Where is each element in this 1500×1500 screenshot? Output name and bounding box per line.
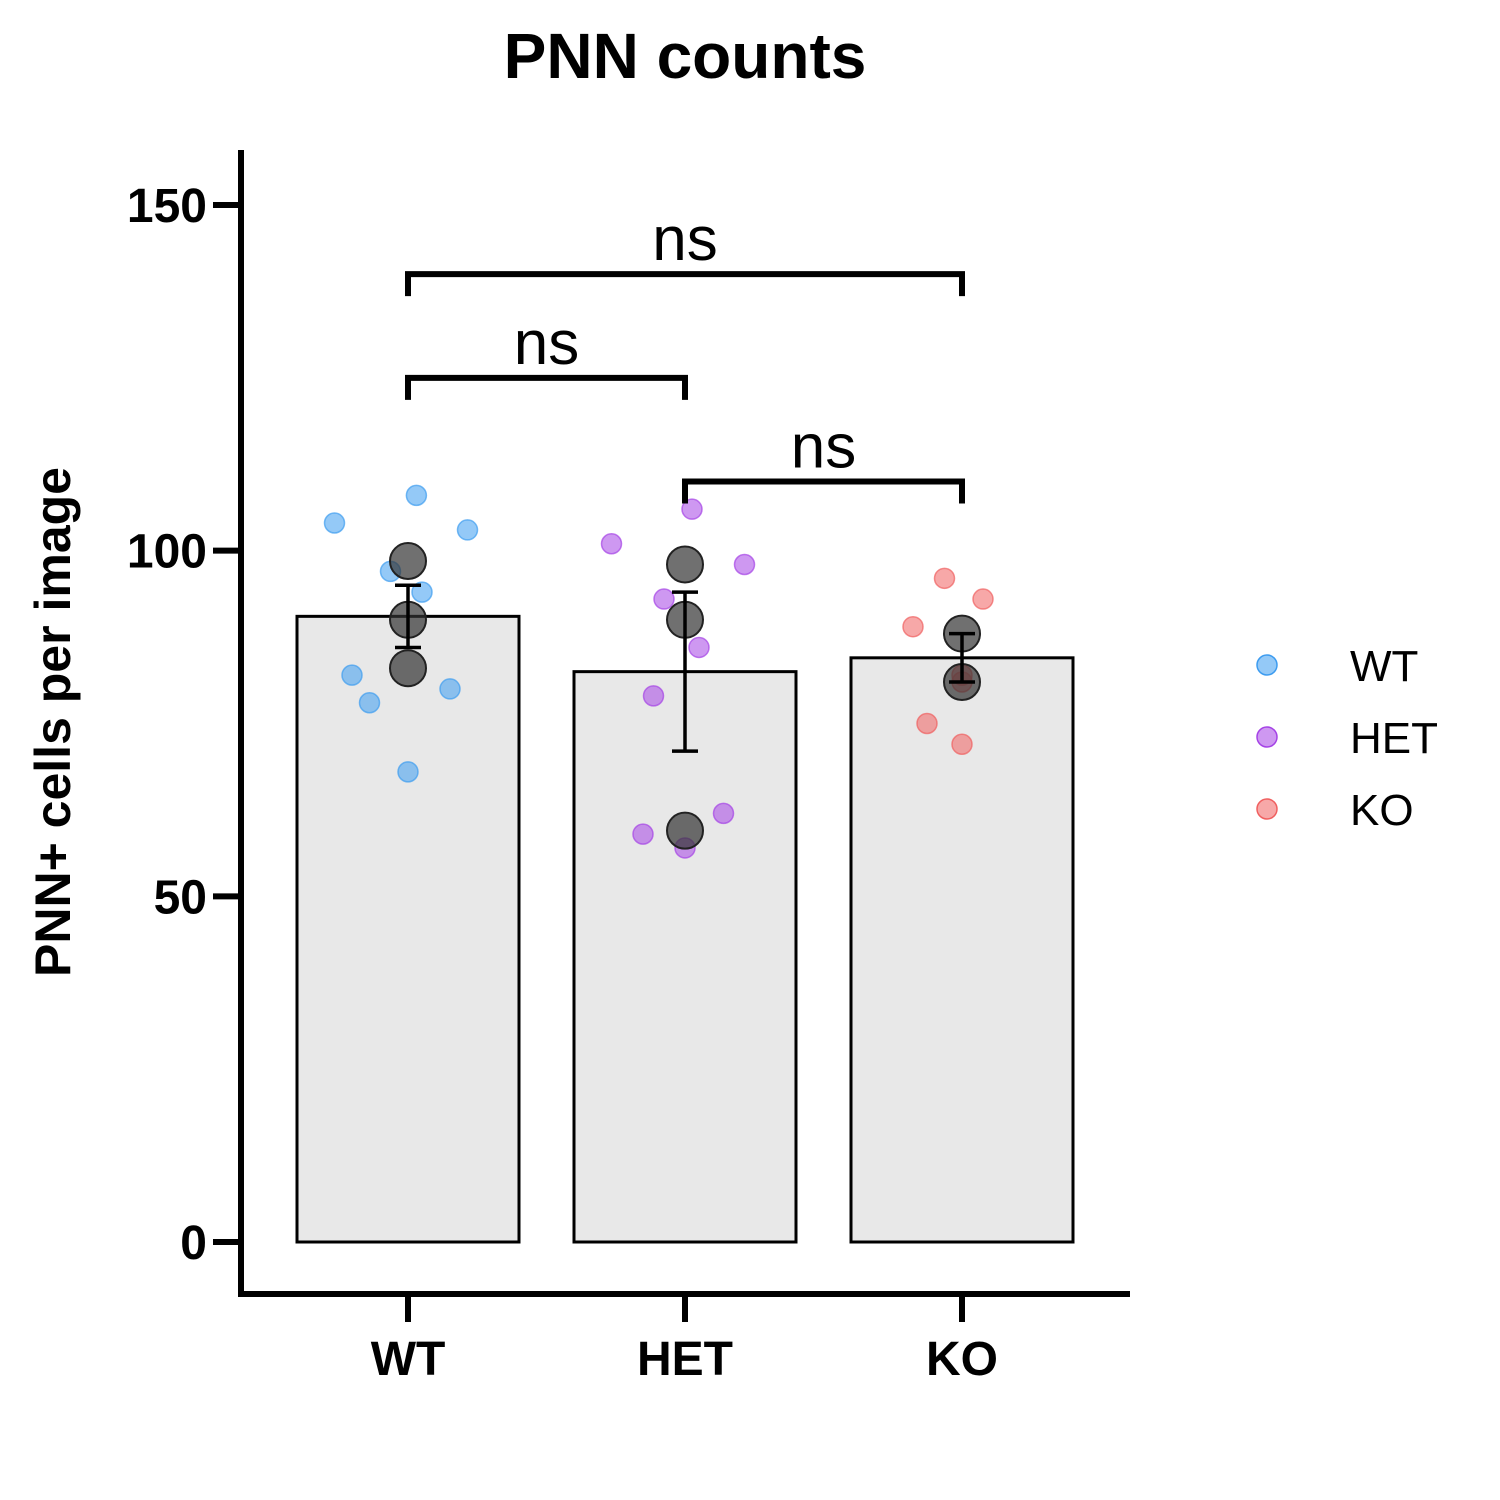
data-point-het (642, 685, 665, 707)
y-axis-label: PNN+ cells per image (25, 467, 81, 977)
significance-bracket (405, 271, 965, 297)
data-point-ko (933, 567, 956, 590)
data-point-wt (358, 692, 381, 714)
y-tick-label: 0 (180, 1217, 207, 1270)
legend-label-het: HET (1350, 714, 1438, 763)
data-point-wt (405, 484, 428, 507)
significance-bracket (405, 374, 688, 400)
legend: WT HET KO (1256, 642, 1438, 835)
animal-mean-point-het (666, 545, 704, 584)
x-tick-label-ko: KO (926, 1333, 998, 1386)
data-point-wt (341, 664, 363, 686)
significance-label: ns (791, 413, 856, 482)
significance-label: ns (652, 205, 717, 274)
significance-bracket (682, 478, 965, 504)
bar-wt (295, 614, 521, 1244)
data-point-het (688, 636, 710, 659)
y-tick-label: 150 (127, 180, 207, 233)
animal-mean-point-wt (389, 542, 427, 581)
data-point-het (653, 588, 675, 610)
y-tick-label: 100 (127, 526, 207, 579)
legend-marker-wt (1256, 654, 1278, 676)
animal-mean-point-het (666, 811, 704, 850)
data-point-wt (323, 512, 346, 534)
legend-marker-het (1256, 726, 1278, 748)
data-point-ko (902, 615, 924, 638)
data-point-ko (972, 588, 994, 610)
data-point-wt (439, 678, 461, 700)
data-point-het (600, 533, 623, 555)
data-point-het (681, 498, 703, 520)
legend-label-wt: WT (1350, 642, 1418, 691)
data-point-ko (951, 733, 973, 755)
significance-label: ns (514, 309, 579, 378)
legend-marker-ko (1256, 798, 1278, 820)
x-tick-label-wt: WT (371, 1333, 446, 1386)
data-point-het (632, 823, 654, 845)
data-point-wt (456, 519, 479, 541)
data-point-het (712, 802, 735, 825)
data-point-ko (916, 712, 938, 735)
data-point-wt (411, 581, 433, 603)
data-point-het (733, 553, 756, 576)
plot-area: ns ns ns 0 50 100 150 WT HET KO (127, 150, 1130, 1386)
legend-label-ko: KO (1350, 786, 1414, 835)
bar-het (572, 670, 798, 1244)
animal-mean-point-wt (389, 649, 427, 688)
x-tick-label-het: HET (637, 1333, 733, 1386)
chart-title: PNN counts (504, 20, 867, 92)
bar-ko (849, 656, 1075, 1244)
y-tick-label: 50 (154, 871, 207, 924)
data-point-wt (397, 761, 419, 783)
